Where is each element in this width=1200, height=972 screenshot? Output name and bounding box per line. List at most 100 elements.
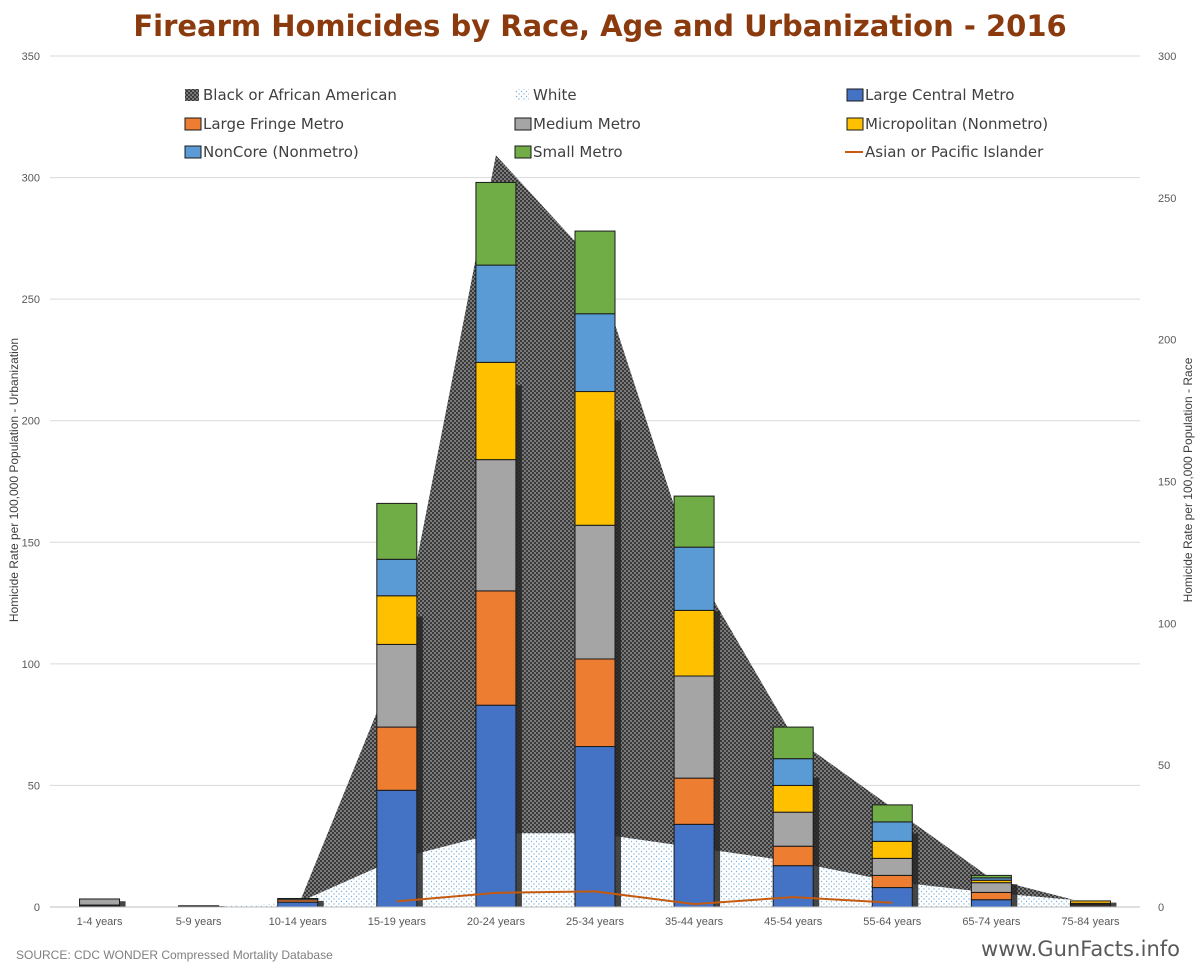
bar-shadow: [714, 611, 721, 907]
axes: 0 50 100 150 200 250 300 350 0 50 100 150 200 250 300 1…: [22, 51, 1177, 928]
bar-segment: [277, 901, 319, 908]
y2-tick-label: 300: [1158, 51, 1176, 63]
bar-segment: [475, 361, 517, 461]
bar-segment: [376, 789, 418, 908]
bar-segment: [79, 898, 121, 906]
bar-segment: [475, 704, 517, 908]
legend-swatch: [846, 88, 864, 102]
bar-segment: [376, 643, 418, 728]
x-tick-label: 45-54 years: [764, 916, 823, 928]
y2-tick-label: 50: [1158, 760, 1170, 772]
bar-segment: [871, 857, 913, 876]
y2-tick-label: 200: [1158, 335, 1176, 347]
x-tick-label: 1-4 years: [77, 916, 123, 928]
bar-segment: [871, 887, 913, 908]
legend-item: Asian or Pacific Islander: [845, 143, 1044, 161]
x-tick-label: 35-44 years: [665, 916, 724, 928]
bar-shadow: [515, 385, 522, 907]
bar-shadow: [813, 777, 820, 907]
bar-shadow: [119, 901, 126, 907]
bar-stack: [970, 874, 1018, 908]
legend-swatch: [185, 89, 199, 101]
bar-segment: [772, 726, 814, 760]
y-tick-label: 0: [34, 902, 40, 914]
bar-segment: [871, 821, 913, 842]
bar-segment: [772, 811, 814, 847]
bar-segment: [475, 264, 517, 363]
legend-label: White: [533, 86, 577, 104]
legend-label: Medium Metro: [533, 115, 641, 133]
source-note: SOURCE: CDC WONDER Compressed Mortality …: [16, 948, 333, 962]
bar-segment: [970, 891, 1012, 901]
chart-title: Firearm Homicides by Race, Age and Urban…: [133, 9, 1066, 43]
y2-tick-label: 100: [1158, 618, 1176, 630]
bar-shadow: [1110, 902, 1117, 907]
bar-segment: [871, 804, 913, 823]
bar-segment: [673, 609, 715, 677]
x-tick-label: 75-84 years: [1061, 916, 1120, 928]
y-axis-label: Homicide Rate per 100,000 Population - U…: [7, 338, 21, 622]
bar-shadow: [615, 420, 621, 907]
bar-stack: [277, 897, 324, 908]
legend-swatch: [846, 117, 864, 131]
bar-segment: [673, 495, 715, 548]
bar-segment: [772, 865, 814, 908]
asian-line: [396, 890, 893, 906]
y-tick-label: 200: [22, 416, 40, 428]
bar-stack: [574, 230, 621, 908]
bar-segment: [475, 459, 517, 592]
bar-segment: [376, 726, 418, 791]
bar-shadow: [912, 833, 919, 907]
bar-segment: [574, 524, 616, 660]
bar-shadow: [416, 616, 423, 907]
x-tick-label: 15-19 years: [368, 916, 427, 928]
legend-label: Micropolitan (Nonmetro): [865, 115, 1048, 133]
bar-layer: [79, 181, 1117, 908]
legend-label: Asian or Pacific Islander: [865, 143, 1044, 161]
bar-stack: [871, 804, 919, 908]
y-tick-label: 50: [28, 780, 40, 792]
y-tick-label: 250: [22, 294, 40, 306]
legend-label: NonCore (Nonmetro): [203, 143, 359, 161]
bar-segment: [574, 746, 616, 908]
legend-label: Large Fringe Metro: [203, 115, 344, 133]
legend-item: Large Fringe Metro: [184, 115, 344, 133]
legend-item: Large Central Metro: [846, 86, 1014, 104]
legend-item: Black or African American: [185, 86, 397, 104]
bar-stack: [772, 726, 820, 908]
legend-swatch: [514, 145, 532, 159]
bar-segment: [277, 897, 319, 901]
y-tick-label: 350: [22, 51, 40, 63]
legend-item: Small Metro: [514, 143, 623, 161]
legend-label: Large Central Metro: [865, 86, 1014, 104]
x-tick-label: 20-24 years: [467, 916, 526, 928]
legend-swatch: [184, 145, 202, 159]
bar-segment: [376, 502, 418, 560]
y-tick-label: 100: [22, 659, 40, 671]
bar-segment: [673, 777, 715, 825]
brand-watermark: www.GunFacts.info: [981, 937, 1180, 961]
y-tick-label: 150: [22, 537, 40, 549]
legend-swatch: [515, 89, 529, 101]
y2-tick-label: 250: [1158, 193, 1176, 205]
legend-label: Small Metro: [533, 143, 623, 161]
bar-segment: [475, 181, 517, 266]
bar-segment: [772, 758, 814, 786]
x-tick-label: 65-74 years: [962, 916, 1021, 928]
asian-line-layer: [396, 890, 893, 906]
bar-segment: [871, 874, 913, 889]
bar-segment: [673, 675, 715, 779]
bar-stack: [376, 502, 423, 908]
x-tick-label: 25-34 years: [566, 916, 625, 928]
y-tick-label: 300: [22, 173, 40, 185]
x-tick-label: 10-14 years: [269, 916, 328, 928]
bar-segment: [970, 899, 1012, 908]
x-tick-label: 5-9 years: [176, 916, 222, 928]
bar-segment: [574, 313, 616, 393]
legend-item: NonCore (Nonmetro): [184, 143, 359, 161]
legend-item: White: [515, 86, 577, 104]
bar-stack: [475, 181, 522, 908]
y2-tick-label: 0: [1158, 902, 1164, 914]
legend-item: Micropolitan (Nonmetro): [846, 115, 1048, 133]
